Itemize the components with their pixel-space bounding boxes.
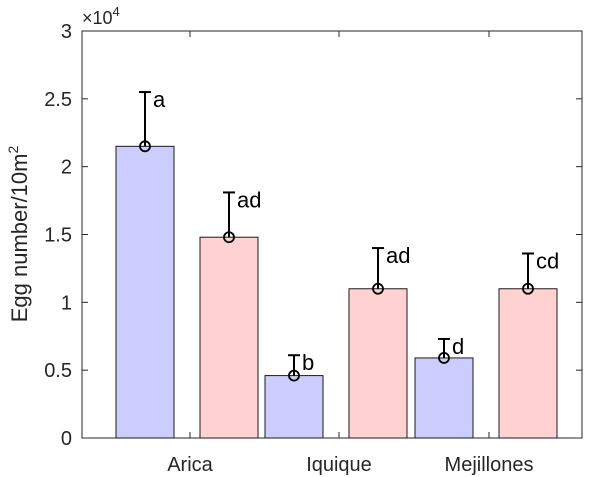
significance-label-arica-series2: ad bbox=[237, 187, 261, 212]
x-axis: Arica Iquique Mejillones bbox=[167, 31, 533, 476]
mean-marker-iquique-series2 bbox=[372, 282, 384, 295]
mean-marker-iquique-series1 bbox=[288, 369, 300, 382]
y-axis-title: Egg number/10m2 bbox=[5, 146, 32, 323]
mean-marker-arica-series1 bbox=[139, 140, 151, 153]
significance-label-iquique-series2: ad bbox=[386, 243, 410, 268]
significance-label-iquique-series1: b bbox=[302, 350, 314, 375]
bar-arica-series1 bbox=[115, 145, 175, 439]
x-category-label-mejillones: Mejillones bbox=[445, 454, 534, 476]
y-axis-multiplier-base: ×10 bbox=[82, 8, 113, 28]
significance-label-mejillones-series1: d bbox=[452, 334, 464, 359]
bar-iquique-series1 bbox=[264, 375, 324, 439]
y-tick-label: 3 bbox=[61, 21, 72, 43]
significance-label-mejillones-series2: cd bbox=[536, 248, 559, 273]
y-tick-label: 2 bbox=[61, 157, 72, 179]
y-axis-multiplier: ×104 bbox=[82, 4, 120, 28]
annotations-layer: a b d ad ad cd bbox=[153, 87, 559, 375]
y-tick-label: 1.5 bbox=[44, 225, 72, 247]
bar-iquique-series2 bbox=[348, 288, 408, 439]
y-tick-label: 0 bbox=[61, 428, 72, 450]
y-axis-title-superscript: 2 bbox=[5, 146, 21, 154]
significance-label-arica-series1: a bbox=[153, 87, 166, 112]
y-tick-label: 2.5 bbox=[44, 89, 72, 111]
y-tick-label: 0.5 bbox=[44, 360, 72, 382]
x-category-label-iquique: Iquique bbox=[306, 454, 372, 476]
error-bars-layer bbox=[139, 91, 534, 382]
y-axis-multiplier-exponent: 4 bbox=[113, 4, 120, 19]
y-axis: 0 0.5 1 1.5 2 2.5 3 bbox=[44, 21, 582, 450]
x-category-label-arica: Arica bbox=[167, 454, 213, 476]
bar-arica-series2 bbox=[199, 236, 259, 439]
mean-marker-mejillones-series1 bbox=[438, 352, 450, 364]
mean-marker-arica-series2 bbox=[223, 231, 235, 244]
bar-mejillones-series1 bbox=[414, 357, 474, 439]
mean-marker-mejillones-series2 bbox=[522, 282, 534, 295]
bar-mejillones-series2 bbox=[498, 288, 558, 439]
y-tick-label: 1 bbox=[61, 292, 72, 314]
y-axis-title-text: Egg number/10m bbox=[7, 154, 32, 323]
bars-layer bbox=[115, 145, 558, 439]
